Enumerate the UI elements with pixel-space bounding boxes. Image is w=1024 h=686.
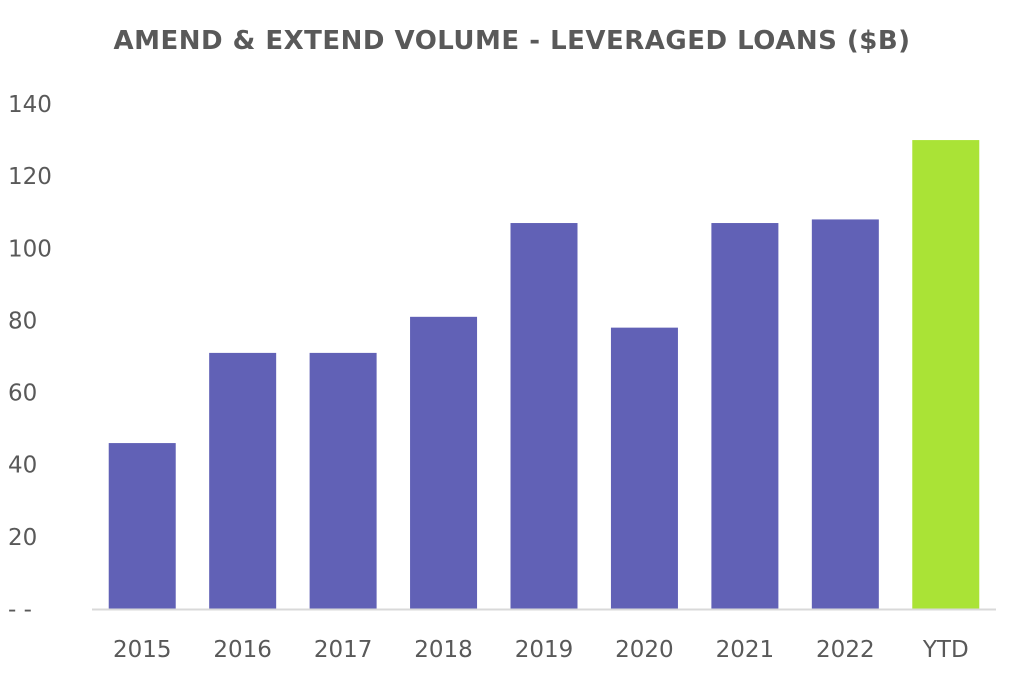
y-tick-label: 100 bbox=[8, 236, 52, 262]
bar-2016 bbox=[209, 352, 277, 609]
y-tick-label: - - bbox=[8, 597, 32, 623]
bar-2015 bbox=[108, 443, 176, 609]
y-tick-label: 60 bbox=[8, 381, 37, 407]
x-tick-label: 2016 bbox=[213, 637, 272, 663]
bar-2017 bbox=[309, 352, 377, 609]
bar-2018 bbox=[410, 316, 478, 609]
x-tick-label: 2021 bbox=[716, 637, 775, 663]
x-tick-label: 2018 bbox=[414, 637, 473, 663]
x-axis: 2015 2016 2017 2018 2019 2020 2021 2022 YTD bbox=[92, 608, 996, 663]
x-tick-label: 2017 bbox=[314, 637, 373, 663]
y-tick-label: 140 bbox=[8, 92, 52, 118]
x-tick-label: YTD bbox=[922, 637, 969, 663]
x-tick-label: 2015 bbox=[113, 637, 172, 663]
bar-2021 bbox=[711, 223, 779, 610]
bar-ytd bbox=[912, 140, 980, 610]
y-tick-label: 80 bbox=[8, 308, 37, 334]
y-axis: - - 20 40 60 80 100 120 140 bbox=[8, 92, 52, 623]
bars bbox=[108, 140, 980, 610]
bar-2022 bbox=[811, 219, 879, 609]
bar-2020 bbox=[610, 327, 678, 609]
y-tick-label: 20 bbox=[8, 525, 37, 551]
x-tick-label: 2019 bbox=[515, 637, 574, 663]
bar-2019 bbox=[510, 223, 578, 610]
y-tick-label: 40 bbox=[8, 453, 37, 479]
y-tick-label: 120 bbox=[8, 164, 52, 190]
x-tick-label: 2020 bbox=[615, 637, 674, 663]
x-tick-label: 2022 bbox=[816, 637, 875, 663]
chart-title: AMEND & EXTEND VOLUME - LEVERAGED LOANS … bbox=[113, 26, 911, 56]
